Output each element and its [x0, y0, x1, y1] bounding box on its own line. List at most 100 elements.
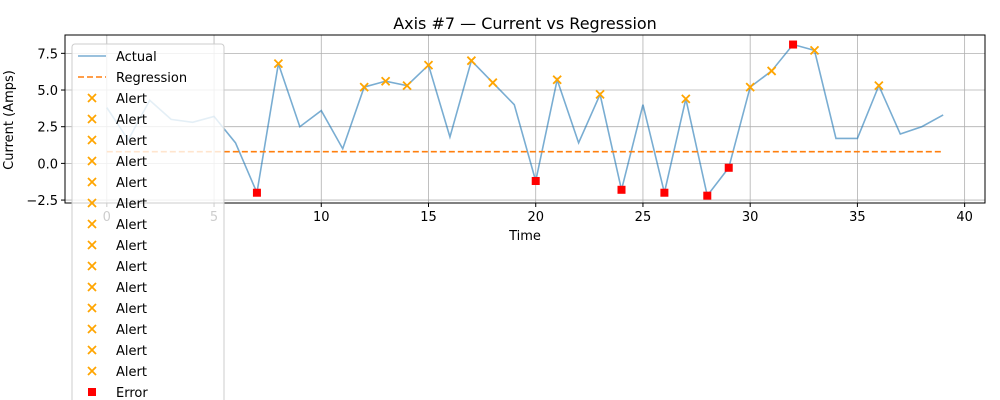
alert-marker	[359, 82, 369, 92]
x-tick-label: 30	[742, 210, 759, 225]
x-axis-label: Time	[508, 229, 541, 244]
legend-alert-swatch	[87, 177, 97, 187]
error-marker	[789, 40, 798, 49]
alert-marker-stroke	[87, 93, 97, 103]
alert-marker-stroke	[87, 345, 97, 355]
error-marker	[531, 176, 540, 185]
legend-alert-swatch	[87, 324, 97, 334]
x-tick-label: 20	[527, 210, 544, 225]
legend-alert-swatch	[87, 240, 97, 250]
legend-alert-swatch	[87, 219, 97, 229]
y-tick-label: 7.5	[37, 47, 58, 62]
alert-marker	[402, 80, 412, 91]
alert-marker	[552, 75, 562, 85]
legend-label: Alert	[116, 197, 147, 212]
legend-label: Alert	[116, 323, 147, 338]
error-marker	[252, 188, 261, 197]
chart-title: Axis #7 — Current vs Regression	[393, 14, 657, 33]
legend-alert-swatch	[87, 135, 97, 145]
legend-label: Alert	[116, 155, 147, 170]
alert-marker-stroke	[87, 219, 97, 229]
y-tick-label: 5.0	[37, 84, 58, 99]
legend-label: Alert	[116, 302, 147, 317]
error-marker	[617, 185, 626, 194]
legend-label: Alert	[116, 92, 147, 107]
legend-label: Alert	[116, 176, 147, 191]
legend-alert-swatch	[87, 282, 97, 292]
error-marker	[660, 188, 669, 197]
alert-marker-stroke	[595, 89, 605, 100]
alert-marker-stroke	[402, 80, 412, 91]
alert-marker	[809, 45, 820, 56]
alert-marker-stroke	[87, 135, 97, 145]
x-tick-label: 10	[313, 210, 330, 225]
alert-marker	[766, 66, 777, 76]
alert-marker-stroke	[359, 82, 369, 92]
legend-alert-swatch	[87, 114, 97, 124]
legend-box	[71, 43, 225, 400]
legend-alert-swatch	[87, 303, 97, 313]
legend-label: Alert	[116, 134, 147, 149]
alert-marker-stroke	[423, 60, 434, 70]
alert-marker-stroke	[87, 177, 97, 187]
y-tick-label: −2.5	[26, 194, 58, 209]
x-tick-label: 40	[956, 210, 973, 225]
alert-marker-stroke	[466, 56, 477, 66]
alert-marker-stroke	[681, 94, 691, 104]
alert-marker-stroke	[87, 282, 97, 292]
legend-label: Regression	[116, 71, 187, 86]
y-axis-label: Current (Amps)	[2, 70, 17, 170]
alert-marker	[595, 89, 605, 100]
alert-marker	[488, 78, 498, 88]
alert-marker	[273, 58, 284, 69]
legend-label: Error	[116, 386, 148, 400]
alert-marker	[423, 60, 434, 70]
legend-label: Alert	[116, 344, 147, 359]
legend-alert-swatch	[87, 156, 97, 166]
alert-marker-stroke	[745, 82, 755, 92]
legend-label: Alert	[116, 365, 147, 380]
legend-alert-swatch	[87, 366, 97, 376]
alert-marker-stroke	[273, 58, 284, 69]
legend-label: Actual	[116, 50, 157, 65]
alert-marker-stroke	[87, 261, 97, 271]
x-tick-label: 15	[420, 210, 437, 225]
alert-marker	[466, 56, 477, 66]
legend-label: Alert	[116, 281, 147, 296]
legend-label: Alert	[116, 239, 147, 254]
alert-marker-stroke	[87, 156, 97, 166]
x-tick-label: 25	[635, 210, 652, 225]
legend-alert-swatch	[87, 261, 97, 271]
alert-marker-stroke	[809, 45, 820, 56]
alert-marker-stroke	[87, 198, 97, 208]
legend-alert-swatch	[87, 93, 97, 103]
legend-label: Alert	[116, 113, 147, 128]
alert-marker-stroke	[87, 303, 97, 313]
alert-marker	[874, 80, 884, 91]
actual-series-line	[106, 43, 944, 198]
x-tick-label: 35	[849, 210, 866, 225]
y-tick-label: 2.5	[37, 121, 58, 136]
legend-alert-swatch	[87, 345, 97, 355]
legend: Actual Regression Alert Alert Alert Alert Aler…	[71, 43, 225, 400]
legend-alert-swatch	[87, 198, 97, 208]
legend-label: Alert	[116, 260, 147, 275]
error-marker	[703, 191, 712, 200]
alert-marker	[745, 82, 755, 92]
alert-marker-stroke	[87, 324, 97, 334]
alert-marker-stroke	[87, 114, 97, 124]
alert-marker-stroke	[552, 75, 562, 85]
alert-marker	[681, 94, 691, 104]
error-marker	[724, 163, 733, 172]
alert-marker-stroke	[87, 240, 97, 250]
alert-marker-stroke	[874, 80, 884, 91]
plot-frame	[64, 34, 986, 204]
alert-marker-stroke	[87, 366, 97, 376]
legend-error-swatch	[88, 388, 96, 396]
alert-marker-stroke	[488, 78, 498, 88]
alert-marker	[380, 76, 391, 86]
plot-series	[106, 40, 944, 200]
alert-marker-stroke	[766, 66, 777, 76]
alert-marker-stroke	[380, 76, 391, 86]
